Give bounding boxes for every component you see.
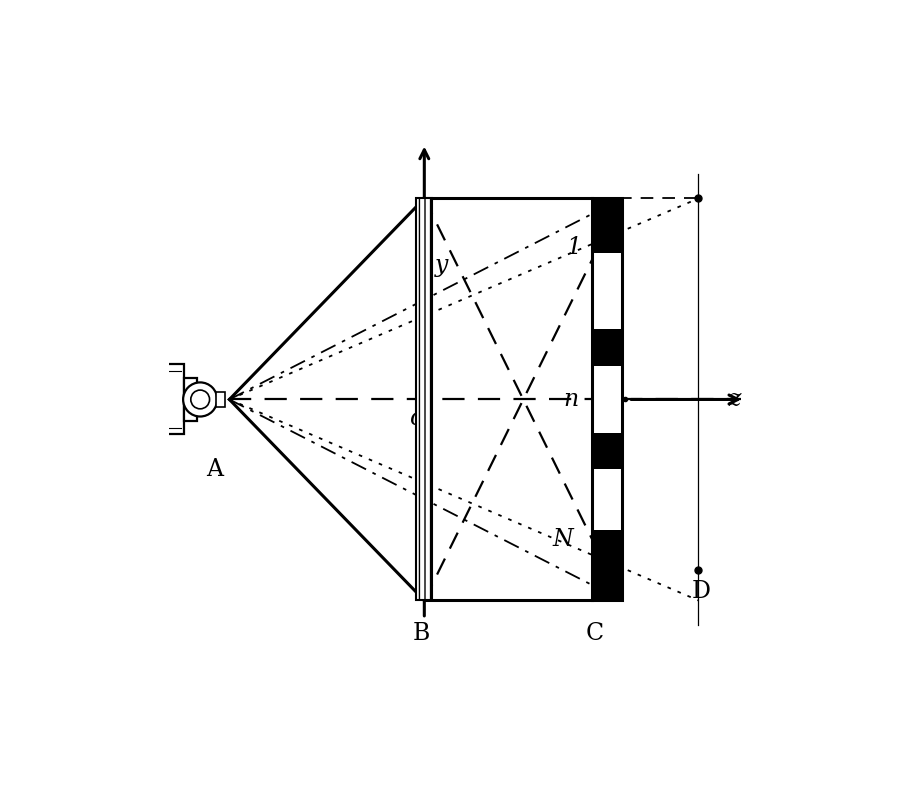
Bar — [592, 199, 622, 253]
Text: N: N — [553, 528, 573, 551]
Text: z: z — [728, 388, 741, 411]
Bar — [592, 329, 622, 366]
Text: y: y — [435, 254, 448, 277]
Text: C: C — [586, 623, 604, 645]
Circle shape — [183, 382, 217, 417]
Bar — [184, 378, 198, 421]
Bar — [592, 199, 622, 600]
Circle shape — [191, 390, 210, 409]
Text: A: A — [206, 458, 222, 481]
Bar — [149, 365, 184, 434]
Text: D: D — [692, 580, 711, 603]
Bar — [592, 433, 622, 470]
Text: n: n — [563, 388, 578, 411]
Text: 1: 1 — [566, 236, 581, 259]
Bar — [592, 531, 622, 600]
Text: B: B — [413, 623, 430, 645]
Text: o: o — [410, 407, 425, 430]
FancyBboxPatch shape — [416, 199, 432, 600]
Bar — [216, 392, 224, 407]
